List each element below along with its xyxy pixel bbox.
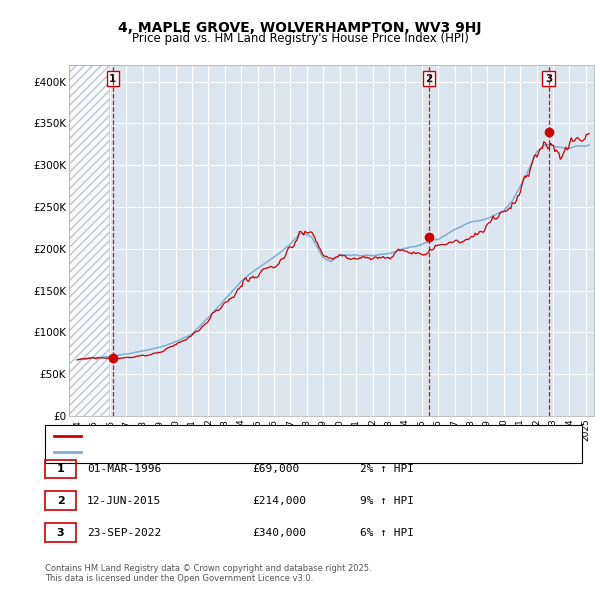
HPI: Average price, detached house, Wolverhampton: (2.02e+03, 3.23e+05): Average price, detached house, Wolverham… xyxy=(580,143,587,150)
Text: 2: 2 xyxy=(57,496,64,506)
HPI: Average price, detached house, Wolverhampton: (2e+03, 9e+04): Average price, detached house, Wolverham… xyxy=(174,337,181,345)
4, MAPLE GROVE, WOLVERHAMPTON, WV3 9HJ (detached house) xyxy=(167,343,174,350)
Text: HPI: Average price, detached house, Wolverhampton: HPI: Average price, detached house, Wolv… xyxy=(84,447,342,457)
HPI: Average price, detached house, Wolverhampton: (2.03e+03, 3.24e+05): Average price, detached house, Wolverham… xyxy=(586,142,593,149)
4, MAPLE GROVE, WOLVERHAMPTON, WV3 9HJ (detached house) xyxy=(429,246,436,253)
Text: 4, MAPLE GROVE, WOLVERHAMPTON, WV3 9HJ: 4, MAPLE GROVE, WOLVERHAMPTON, WV3 9HJ xyxy=(118,21,482,35)
Line: 4, MAPLE GROVE, WOLVERHAMPTON, WV3 9HJ (detached house): 4, MAPLE GROVE, WOLVERHAMPTON, WV3 9HJ (… xyxy=(77,133,589,360)
Text: 12-JUN-2015: 12-JUN-2015 xyxy=(87,496,161,506)
4, MAPLE GROVE, WOLVERHAMPTON, WV3 9HJ (detached house) xyxy=(184,336,191,343)
4, MAPLE GROVE, WOLVERHAMPTON, WV3 9HJ (detached house) xyxy=(74,356,81,363)
Line: HPI: Average price, detached house, Wolverhampton: HPI: Average price, detached house, Wolv… xyxy=(77,145,589,360)
Bar xyxy=(69,65,109,416)
Text: 9% ↑ HPI: 9% ↑ HPI xyxy=(360,496,414,506)
4, MAPLE GROVE, WOLVERHAMPTON, WV3 9HJ (detached house) xyxy=(578,137,586,145)
Text: £69,000: £69,000 xyxy=(252,464,299,474)
Text: £340,000: £340,000 xyxy=(252,528,306,537)
Text: Contains HM Land Registry data © Crown copyright and database right 2025.
This d: Contains HM Land Registry data © Crown c… xyxy=(45,563,371,583)
Text: 1: 1 xyxy=(57,464,64,474)
Text: 3: 3 xyxy=(57,528,64,537)
Text: 2: 2 xyxy=(425,74,433,84)
Text: 3: 3 xyxy=(545,74,552,84)
Text: 23-SEP-2022: 23-SEP-2022 xyxy=(87,528,161,537)
Text: 2% ↑ HPI: 2% ↑ HPI xyxy=(360,464,414,474)
HPI: Average price, detached house, Wolverhampton: (1.99e+03, 6.74e+04): Average price, detached house, Wolverham… xyxy=(74,356,81,363)
Text: Price paid vs. HM Land Registry's House Price Index (HPI): Price paid vs. HM Land Registry's House … xyxy=(131,32,469,45)
Text: £214,000: £214,000 xyxy=(252,496,306,506)
Text: 4, MAPLE GROVE, WOLVERHAMPTON, WV3 9HJ (detached house): 4, MAPLE GROVE, WOLVERHAMPTON, WV3 9HJ (… xyxy=(84,431,401,441)
Text: 1: 1 xyxy=(109,74,116,84)
4, MAPLE GROVE, WOLVERHAMPTON, WV3 9HJ (detached house) xyxy=(586,130,593,137)
HPI: Average price, detached house, Wolverhampton: (2e+03, 8.66e+04): Average price, detached house, Wolverham… xyxy=(167,340,174,347)
HPI: Average price, detached house, Wolverhampton: (2.01e+03, 2.15e+05): Average price, detached house, Wolverham… xyxy=(307,233,314,240)
4, MAPLE GROVE, WOLVERHAMPTON, WV3 9HJ (detached house) xyxy=(307,228,314,235)
4, MAPLE GROVE, WOLVERHAMPTON, WV3 9HJ (detached house) xyxy=(174,339,181,346)
HPI: Average price, detached house, Wolverhampton: (2e+03, 9.49e+04): Average price, detached house, Wolverham… xyxy=(184,333,191,340)
Text: 6% ↑ HPI: 6% ↑ HPI xyxy=(360,528,414,537)
HPI: Average price, detached house, Wolverhampton: (2.02e+03, 3.25e+05): Average price, detached house, Wolverham… xyxy=(547,141,554,148)
HPI: Average price, detached house, Wolverhampton: (2.02e+03, 2.1e+05): Average price, detached house, Wolverham… xyxy=(429,237,436,244)
Text: 01-MAR-1996: 01-MAR-1996 xyxy=(87,464,161,474)
